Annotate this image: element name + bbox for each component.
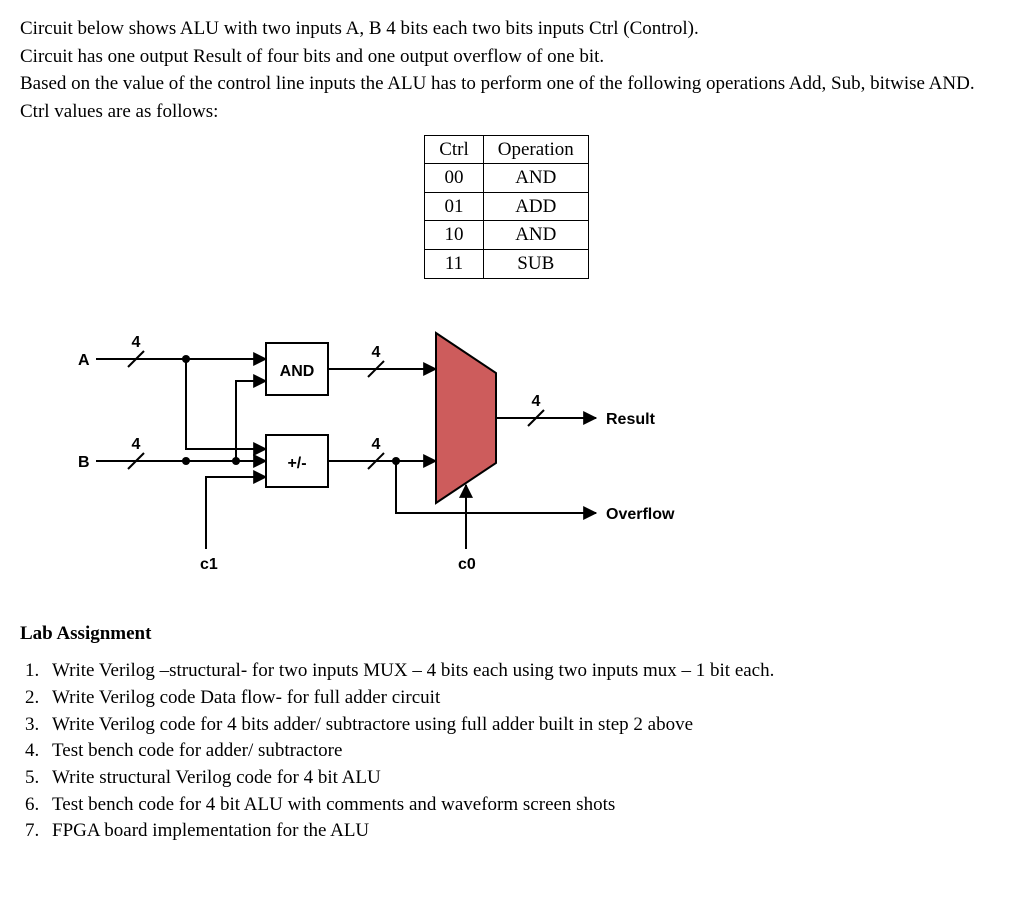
op-cell: ADD <box>483 192 588 221</box>
assignment-item: Write Verilog code Data flow- for full a… <box>44 685 993 711</box>
ctrl-cell: 11 <box>425 250 484 279</box>
svg-text:4: 4 <box>132 436 141 453</box>
svg-text:B: B <box>78 454 90 471</box>
assignment-item: Write Verilog –structural- for two input… <box>44 658 993 684</box>
intro-line-3: Based on the value of the control line i… <box>20 71 993 97</box>
table-row: 00 AND <box>425 164 589 193</box>
table-header-row: Ctrl Operation <box>425 135 589 164</box>
table-row: 10 AND <box>425 221 589 250</box>
alu-block-diagram: AND +/- A 4 B 4 c1 4 4 4 Result Overflow c0 <box>66 303 993 603</box>
svg-text:4: 4 <box>372 436 381 453</box>
ctrl-cell: 10 <box>425 221 484 250</box>
op-cell: AND <box>483 164 588 193</box>
assignment-list: Write Verilog –structural- for two input… <box>44 658 993 843</box>
table-row: 01 ADD <box>425 192 589 221</box>
lab-assignment-heading: Lab Assignment <box>20 621 993 647</box>
ctrl-operation-table: Ctrl Operation 00 AND 01 ADD 10 AND 11 S… <box>424 135 589 279</box>
intro-line-1: Circuit below shows ALU with two inputs … <box>20 16 993 42</box>
ctrl-cell: 00 <box>425 164 484 193</box>
svg-text:4: 4 <box>532 393 541 410</box>
assignment-item: Test bench code for adder/ subtractore <box>44 738 993 764</box>
col-ctrl: Ctrl <box>425 135 484 164</box>
svg-text:Result: Result <box>606 411 656 428</box>
svg-text:4: 4 <box>372 344 381 361</box>
intro-text: Circuit below shows ALU with two inputs … <box>20 16 993 125</box>
op-cell: SUB <box>483 250 588 279</box>
svg-text:4: 4 <box>132 334 141 351</box>
svg-text:c0: c0 <box>458 556 476 573</box>
assignment-item: FPGA board implementation for the ALU <box>44 818 993 844</box>
svg-text:Overflow: Overflow <box>606 506 675 523</box>
ctrl-cell: 01 <box>425 192 484 221</box>
intro-line-2: Circuit has one output Result of four bi… <box>20 44 993 70</box>
svg-text:c1: c1 <box>200 556 218 573</box>
table-row: 11 SUB <box>425 250 589 279</box>
col-operation: Operation <box>483 135 588 164</box>
svg-text:A: A <box>78 352 90 369</box>
svg-text:+/-: +/- <box>287 455 306 472</box>
assignment-item: Write Verilog code for 4 bits adder/ sub… <box>44 712 993 738</box>
assignment-item: Write structural Verilog code for 4 bit … <box>44 765 993 791</box>
intro-line-4: Ctrl values are as follows: <box>20 99 993 125</box>
assignment-item: Test bench code for 4 bit ALU with comme… <box>44 792 993 818</box>
op-cell: AND <box>483 221 588 250</box>
svg-text:AND: AND <box>280 363 315 380</box>
